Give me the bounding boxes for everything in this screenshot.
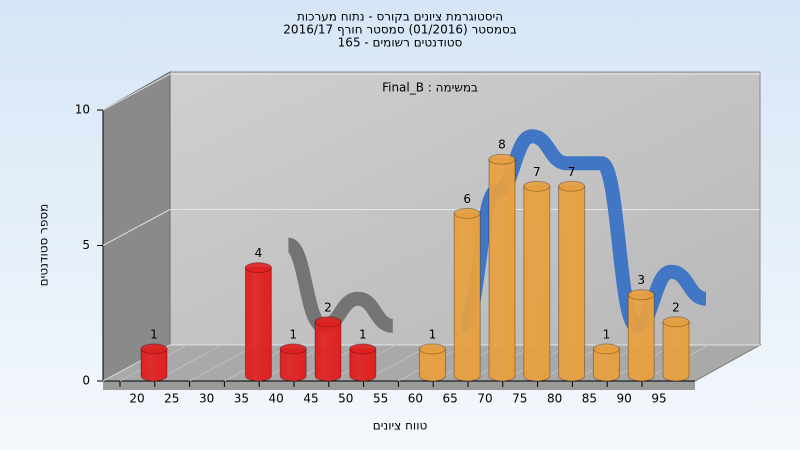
bar-top (523, 180, 551, 192)
title: סטודנטים רשומים - 165 (338, 36, 463, 50)
data-label: 1 (429, 327, 437, 341)
x-tick-label: 70 (477, 392, 492, 406)
x-tick-label: 25 (164, 392, 179, 406)
bar (488, 158, 516, 382)
data-label: 2 (324, 300, 332, 314)
bar-group (627, 289, 655, 382)
grid-line (102, 73, 171, 111)
bar (140, 348, 168, 382)
x-tick-label: 90 (617, 392, 632, 406)
x-tick-label: 60 (408, 392, 423, 406)
bar-top (662, 316, 690, 328)
bar (592, 348, 620, 382)
bar-group (523, 180, 551, 382)
bar (314, 321, 342, 382)
x-tick-label: 65 (443, 392, 458, 406)
bar (418, 348, 446, 382)
bar-top (453, 207, 481, 219)
bar-top (349, 343, 377, 355)
data-label: 4 (255, 246, 263, 260)
bar (244, 267, 272, 382)
data-label: 1 (359, 327, 367, 341)
x-tick-label: 85 (582, 392, 597, 406)
bar (279, 348, 307, 382)
x-tick-label: 95 (651, 392, 666, 406)
bar-group (662, 316, 690, 382)
bar-top (488, 153, 516, 165)
data-label: 1 (603, 327, 611, 341)
data-label: 1 (289, 327, 297, 341)
data-label: 1 (150, 327, 158, 341)
data-label: 6 (463, 192, 471, 206)
x-tick-label: 20 (129, 392, 144, 406)
floor-edge (103, 381, 695, 390)
bar-top (627, 289, 655, 301)
data-label: 7 (568, 165, 576, 179)
bar-group (244, 262, 272, 382)
bar (453, 212, 481, 382)
side-wall (102, 71, 171, 382)
data-label: 2 (672, 300, 680, 314)
x-tick-label: 40 (269, 392, 284, 406)
x-tick-label: 45 (303, 392, 318, 406)
bar-group (418, 343, 446, 382)
title: היסטוגרמת ציונים בקורס - נתוח מערכות (297, 10, 503, 24)
x-tick-label: 75 (512, 392, 527, 406)
x-tick-label: 55 (373, 392, 388, 406)
bar-top (279, 343, 307, 355)
bar-top (244, 262, 272, 274)
bar-group (279, 343, 307, 382)
bar-top (558, 180, 586, 192)
bar-top (140, 343, 168, 355)
x-tick-label: 35 (234, 392, 249, 406)
y-tick-label: 10 (75, 103, 90, 117)
bar (662, 321, 690, 382)
bar-top (592, 343, 620, 355)
title: בסמסטר (01/2016) סמסטר חורף 2016/17 (283, 23, 516, 37)
bar-group (558, 180, 586, 382)
bar (627, 294, 655, 382)
data-label: 3 (637, 273, 645, 287)
bar-group (349, 343, 377, 382)
bar (523, 185, 551, 382)
bar-group (488, 153, 516, 382)
bar (349, 348, 377, 382)
annotation: Final_B : במשימה (382, 81, 478, 95)
bar-group (314, 316, 342, 382)
y-tick-label: 5 (82, 238, 90, 252)
bar-top (418, 343, 446, 355)
data-label: 7 (533, 165, 541, 179)
x-tick-label: 50 (338, 392, 353, 406)
bar (558, 185, 586, 382)
x-axis-label: טווח ציונים (373, 419, 428, 433)
x-tick-label: 80 (547, 392, 562, 406)
bar-group (140, 343, 168, 382)
data-label: 8 (498, 138, 506, 152)
x-tick-label: 30 (199, 392, 214, 406)
y-axis-label: מספר סטודנטים (37, 204, 51, 287)
grid-line (102, 209, 171, 246)
y-tick-label: 0 (82, 374, 90, 388)
bar-top (314, 316, 342, 328)
bar-group (592, 343, 620, 382)
bar-group (453, 207, 481, 382)
